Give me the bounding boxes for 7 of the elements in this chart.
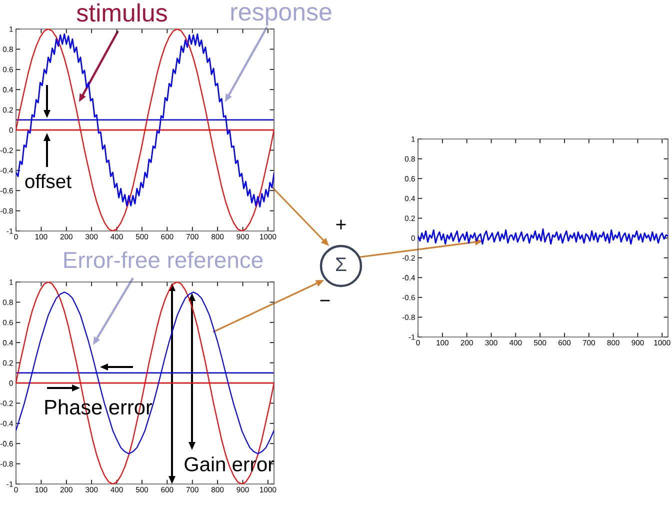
text: Σ bbox=[336, 258, 346, 272]
annotation: offset bbox=[25, 174, 72, 188]
series-label: stimulus bbox=[76, 3, 167, 22]
text: − bbox=[320, 300, 330, 302]
series-label: response bbox=[231, 7, 332, 26]
series-label: Error-free reference bbox=[64, 251, 263, 268]
text: + bbox=[336, 220, 346, 230]
